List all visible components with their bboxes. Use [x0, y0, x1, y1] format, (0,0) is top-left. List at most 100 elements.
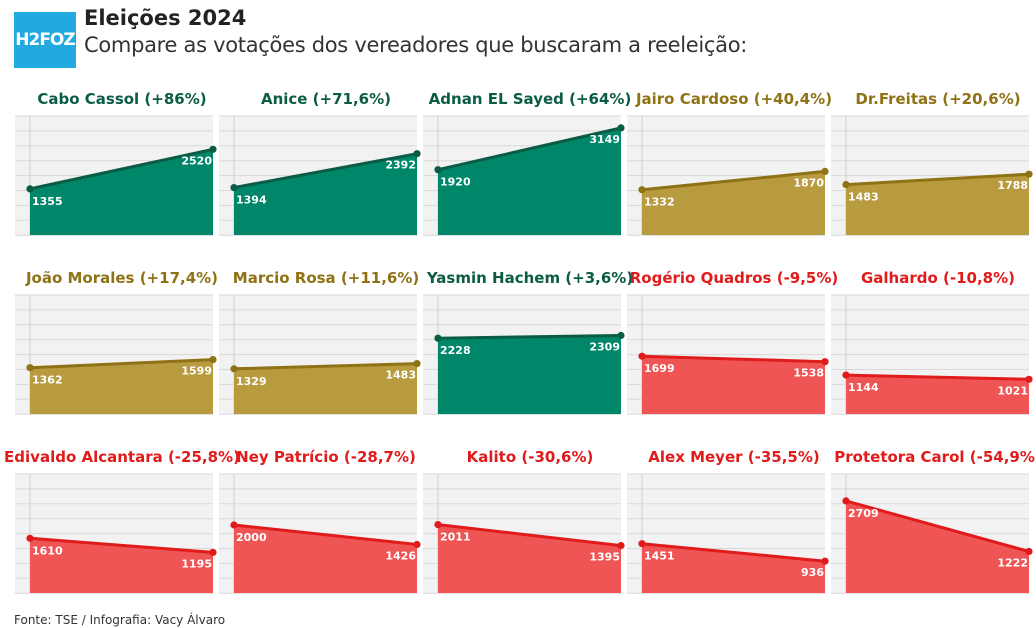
area-fill	[642, 171, 825, 235]
value-label-end: 1538	[793, 367, 824, 380]
chart-title: Marcio Rosa (+11,6%)	[233, 269, 419, 287]
data-point-2024	[209, 145, 217, 153]
mini-chart: 2011 1395 Kalito (-30,6%)	[423, 448, 625, 594]
chart-title: Protetora Carol (-54,9%)	[834, 448, 1036, 466]
chart-title: Edivaldo Alcantara (-25,8%)	[4, 448, 240, 466]
data-point-2020	[230, 521, 238, 529]
plot-background	[219, 116, 417, 235]
series-line	[29, 147, 214, 191]
series-line	[29, 536, 214, 554]
mini-chart: 1483 1788 Dr.Freitas (+20,6%)	[831, 90, 1033, 236]
data-point-2024	[209, 548, 217, 557]
area-fill	[846, 174, 1029, 235]
series-line	[233, 362, 418, 371]
series-line	[845, 499, 1030, 553]
chart-title: Galhardo (-10,8%)	[861, 269, 1015, 287]
value-label-end: 1788	[997, 179, 1028, 192]
value-label-end: 2392	[385, 159, 416, 172]
plot-background	[627, 116, 825, 235]
plot-background	[423, 116, 621, 235]
chart-title: Yasmin Hachem (+3,6%)	[426, 269, 633, 287]
data-point-2020	[26, 534, 34, 542]
data-point-2024	[821, 557, 829, 565]
plot-background	[831, 116, 1029, 235]
value-label-end: 2309	[589, 341, 620, 354]
plot-background	[15, 116, 213, 235]
mini-chart: 1362 1599 João Morales (+17,4%)	[15, 269, 218, 415]
data-point-2020	[434, 166, 442, 174]
value-label-end: 1483	[385, 369, 416, 382]
mini-chart: 1610 1195 Edivaldo Alcantara (-25,8%)	[4, 448, 240, 594]
data-point-2024	[1025, 375, 1033, 383]
series-line	[437, 126, 622, 172]
data-point-2024	[209, 356, 217, 364]
chart-title: Ney Patrício (-28,7%)	[236, 448, 416, 466]
value-label-start: 1329	[236, 375, 267, 388]
mini-chart: 1144 1021 Galhardo (-10,8%)	[831, 269, 1033, 415]
mini-chart: 2000 1426 Ney Patrício (-28,7%)	[219, 448, 421, 594]
mini-chart: 1699 1538 Rogério Quadros (-9,5%)	[627, 269, 838, 415]
plot-background	[15, 295, 213, 414]
data-point-2024	[413, 150, 421, 158]
mini-chart: 1394 2392 Anice (+71,6%)	[219, 90, 421, 236]
series-line	[845, 172, 1030, 187]
value-label-start: 2709	[848, 507, 879, 520]
area-fill	[234, 153, 417, 235]
value-label-start: 1920	[440, 176, 471, 189]
value-label-end: 1426	[385, 550, 416, 563]
data-point-2020	[26, 364, 34, 372]
value-label-end: 936	[801, 566, 824, 579]
data-point-2024	[413, 360, 421, 368]
mini-chart: 2709 1222 Protetora Carol (-54,9%)	[831, 448, 1036, 594]
value-label-start: 1394	[236, 194, 267, 207]
page-subtitle: Compare as votações dos vereadores que b…	[84, 33, 748, 57]
value-label-end: 1870	[793, 176, 824, 189]
chart-title: Jairo Cardoso (+40,4%)	[635, 90, 832, 108]
data-point-2020	[434, 521, 442, 529]
source-credit: Fonte: TSE / Infografia: Vacy Álvaro	[14, 613, 226, 627]
value-label-start: 1610	[32, 544, 63, 557]
area-fill	[30, 149, 213, 235]
area-fill	[438, 524, 621, 593]
data-point-2020	[638, 352, 646, 360]
data-point-2020	[842, 371, 850, 379]
value-label-end: 1395	[589, 551, 620, 564]
value-label-start: 1144	[848, 381, 879, 394]
data-point-2024	[413, 540, 421, 549]
plot-background	[423, 295, 621, 414]
data-point-2024	[821, 167, 829, 175]
area-fill	[438, 335, 621, 414]
series-line	[641, 354, 826, 364]
data-point-2020	[842, 181, 850, 189]
brand-logo: H2FOZ	[14, 12, 76, 68]
data-point-2024	[1025, 547, 1033, 556]
series-line	[641, 169, 826, 192]
area-fill	[234, 525, 417, 593]
series-line	[437, 334, 622, 340]
area-fill	[30, 538, 213, 593]
series-line	[845, 373, 1030, 381]
value-label-start: 1355	[32, 195, 63, 208]
chart-title: João Morales (+17,4%)	[25, 269, 218, 287]
value-label-end: 1195	[181, 557, 212, 570]
data-point-2020	[842, 497, 850, 505]
value-label-end: 1599	[181, 365, 212, 378]
series-line	[233, 523, 418, 546]
series-line	[29, 358, 214, 370]
plot-background	[627, 295, 825, 414]
mini-chart: 1920 3149 Adnan EL Sayed (+64%)	[423, 90, 632, 236]
chart-title: Cabo Cassol (+86%)	[37, 90, 206, 108]
area-fill	[846, 375, 1029, 414]
value-label-start: 2011	[440, 531, 471, 544]
series-line	[641, 542, 826, 563]
plot-background	[627, 474, 825, 593]
value-label-end: 3149	[589, 133, 620, 146]
chart-title: Adnan EL Sayed (+64%)	[429, 90, 632, 108]
value-label-end: 1222	[997, 557, 1028, 570]
data-point-2020	[434, 334, 442, 342]
value-label-start: 1332	[644, 196, 675, 209]
data-point-2024	[1025, 170, 1033, 178]
chart-title: Dr.Freitas (+20,6%)	[855, 90, 1020, 108]
data-point-2024	[617, 542, 625, 550]
